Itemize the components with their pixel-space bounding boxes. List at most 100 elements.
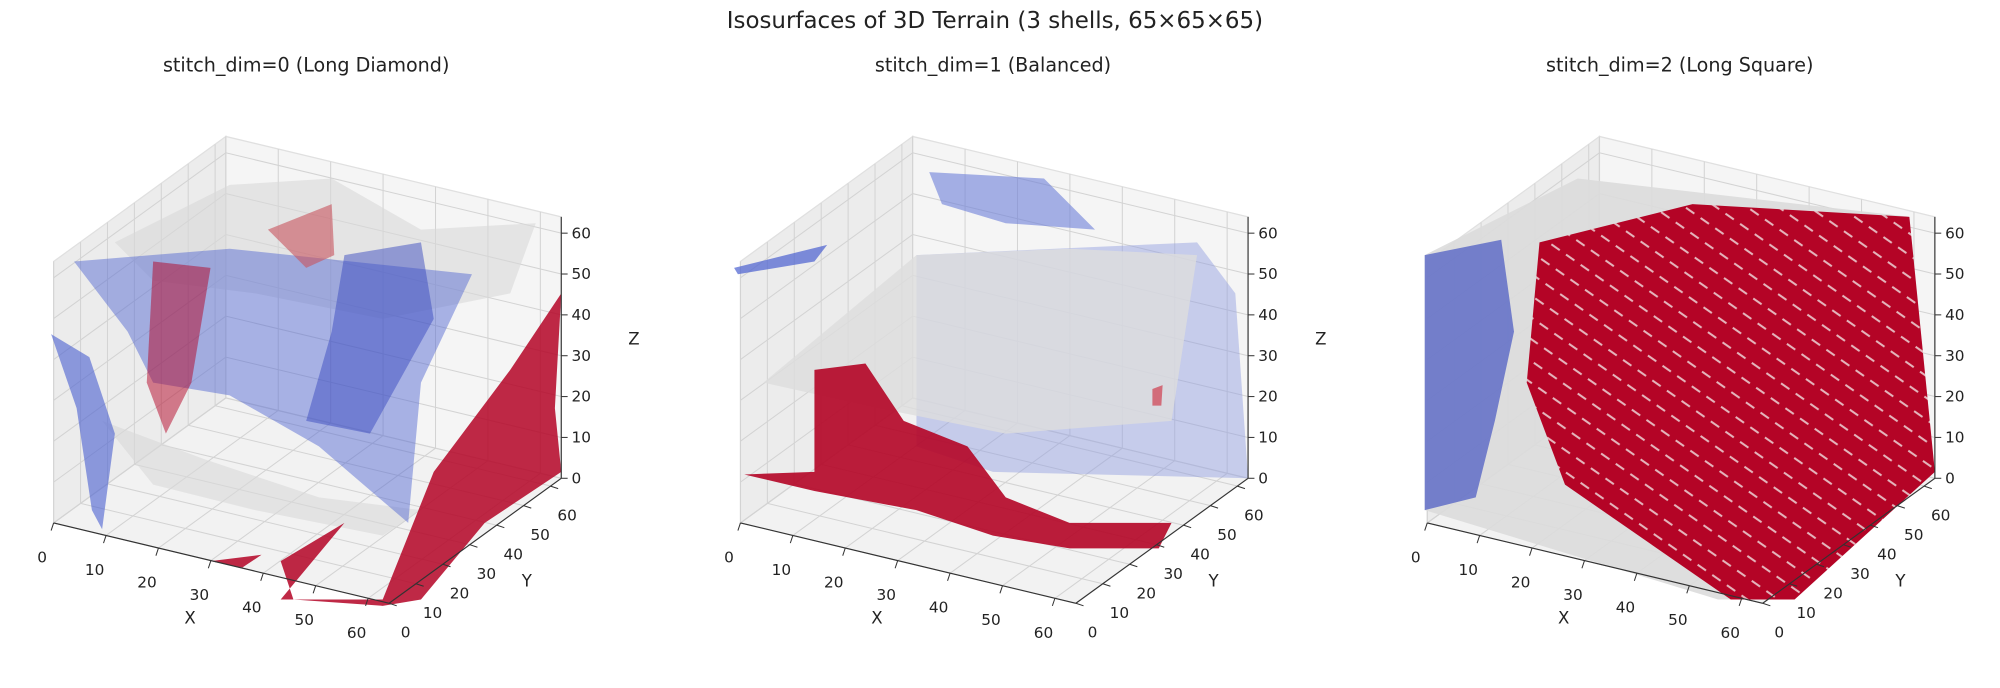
tick-mark	[496, 524, 505, 529]
y-tick-label: 0	[1088, 624, 1098, 642]
tick-mark	[1633, 572, 1638, 581]
x-tick-label: 20	[137, 574, 156, 592]
isosurface	[734, 244, 828, 275]
tick-mark	[103, 535, 107, 544]
tick-mark	[1789, 583, 1798, 587]
y-tick-label: 50	[1217, 526, 1236, 544]
z-tick-label: 50	[571, 265, 590, 283]
x-tick-label: 40	[929, 599, 948, 617]
isosurface	[210, 554, 262, 568]
isosurface	[744, 363, 1172, 549]
y-axis-line	[388, 477, 562, 604]
x-tick-label: 50	[294, 611, 313, 629]
y-tick-label: 60	[1244, 507, 1263, 525]
x-tick-label: 20	[824, 574, 843, 592]
isosurface	[1424, 239, 1514, 511]
tick-mark	[789, 535, 794, 544]
y-tick-label: 40	[504, 546, 523, 564]
z-tick-label: 50	[1945, 265, 1964, 283]
x-axis-label: X	[871, 609, 882, 628]
grid-line	[740, 193, 1249, 320]
tick-mark	[947, 572, 951, 581]
tick-mark	[469, 544, 478, 548]
y-axis-label: Y	[1894, 572, 1906, 591]
y-tick-label: 10	[1110, 604, 1129, 622]
x-tick-label: 50	[1668, 611, 1687, 629]
tick-mark	[1762, 602, 1771, 607]
z-tick-label: 40	[1945, 306, 1964, 324]
tick-mark	[1529, 547, 1533, 556]
y-tick-label: 50	[1904, 526, 1923, 544]
figure-title: Isosurfaces of 3D Terrain (3 shells, 65×…	[727, 8, 1263, 34]
isosurface	[306, 242, 434, 434]
x-tick-label: 20	[1511, 574, 1530, 592]
y-tick-label: 50	[530, 526, 549, 544]
x-axis-label: X	[184, 609, 195, 628]
tick-mark	[260, 572, 264, 581]
tick-mark	[999, 585, 1003, 594]
y-axis-label: Y	[1208, 572, 1220, 591]
x-tick-label: 30	[1563, 586, 1582, 604]
y-axis-line	[1075, 477, 1249, 604]
isosurface	[51, 334, 115, 530]
z-tick-label: 10	[1258, 429, 1277, 447]
tick-mark	[1581, 560, 1585, 569]
tick-mark	[1210, 505, 1219, 509]
z-tick-label: 10	[1945, 429, 1964, 447]
isosurface	[1526, 204, 1935, 600]
isosurface	[267, 204, 335, 268]
y-axis-line	[1762, 477, 1936, 604]
isosurface-group	[51, 178, 562, 606]
x-tick-label: 40	[242, 599, 261, 617]
tick-mark	[442, 563, 451, 568]
x-tick-label: 60	[347, 624, 366, 642]
y-tick-label: 60	[1931, 507, 1950, 525]
grid-line	[740, 152, 1249, 279]
tick-mark	[1237, 485, 1246, 490]
grid-line	[53, 152, 562, 279]
y-tick-label: 10	[423, 604, 442, 622]
z-axis-label: Z	[1315, 329, 1326, 348]
tick-mark	[1424, 522, 1428, 531]
x-tick-label: 0	[724, 548, 734, 566]
tick-mark	[365, 598, 369, 607]
z-tick-label: 20	[1258, 388, 1277, 406]
z-tick-label: 30	[1945, 347, 1964, 365]
y-tick-label: 0	[1774, 624, 1784, 642]
z-tick-label: 20	[1945, 388, 1964, 406]
isosurface	[102, 420, 421, 536]
y-tick-label: 20	[1137, 585, 1156, 603]
z-axis-label: Z	[628, 329, 639, 348]
panel-title: stitch_dim=2 (Long Square)	[1546, 53, 1813, 76]
tick-mark	[312, 585, 317, 594]
tick-mark	[50, 522, 55, 531]
z-tick-label: 60	[1258, 224, 1277, 242]
y-tick-label: 40	[1190, 546, 1209, 564]
x-tick-label: 10	[772, 561, 791, 579]
y-tick-label: 30	[1163, 565, 1182, 583]
z-tick-label: 60	[1945, 224, 1964, 242]
tick-mark	[1476, 535, 1481, 544]
x-axis-line	[740, 522, 1077, 604]
z-tick-label: 30	[571, 347, 590, 365]
panel-title: stitch_dim=0 (Long Diamond)	[163, 53, 449, 76]
isosurface	[1152, 385, 1163, 406]
tick-mark	[550, 485, 559, 490]
grid-line	[53, 315, 562, 442]
tick-mark	[1816, 563, 1825, 568]
y-tick-label: 10	[1796, 604, 1815, 622]
x-tick-label: 10	[85, 561, 104, 579]
tick-mark	[1686, 585, 1690, 594]
x-tick-label: 40	[1616, 599, 1635, 617]
x-axis-line	[53, 522, 390, 604]
x-axis-line	[1427, 522, 1763, 604]
tick-mark	[1870, 524, 1879, 529]
z-tick-label: 40	[571, 306, 590, 324]
y-tick-label: 30	[1850, 565, 1869, 583]
x-tick-label: 0	[1411, 548, 1421, 566]
panel-title: stitch_dim=1 (Balanced)	[875, 53, 1111, 76]
tick-mark	[207, 560, 212, 569]
tick-mark	[1897, 505, 1906, 509]
x-tick-label: 60	[1034, 624, 1053, 642]
z-tick-label: 50	[1258, 265, 1277, 283]
